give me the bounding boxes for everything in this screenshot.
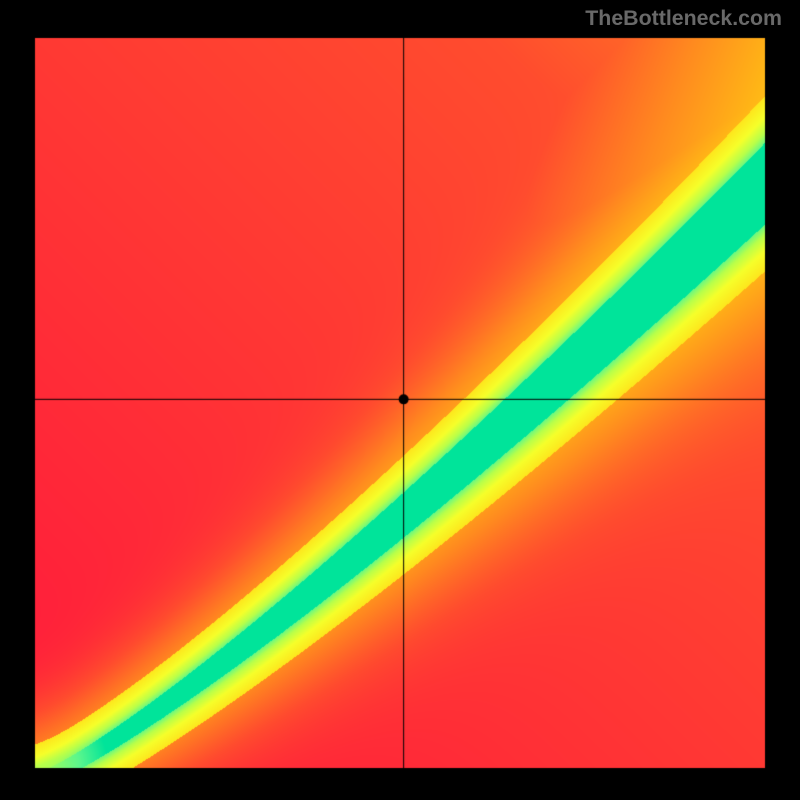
watermark-text: TheBottleneck.com bbox=[585, 6, 782, 31]
chart-container: TheBottleneck.com bbox=[0, 0, 800, 800]
heatmap-canvas bbox=[0, 0, 800, 800]
